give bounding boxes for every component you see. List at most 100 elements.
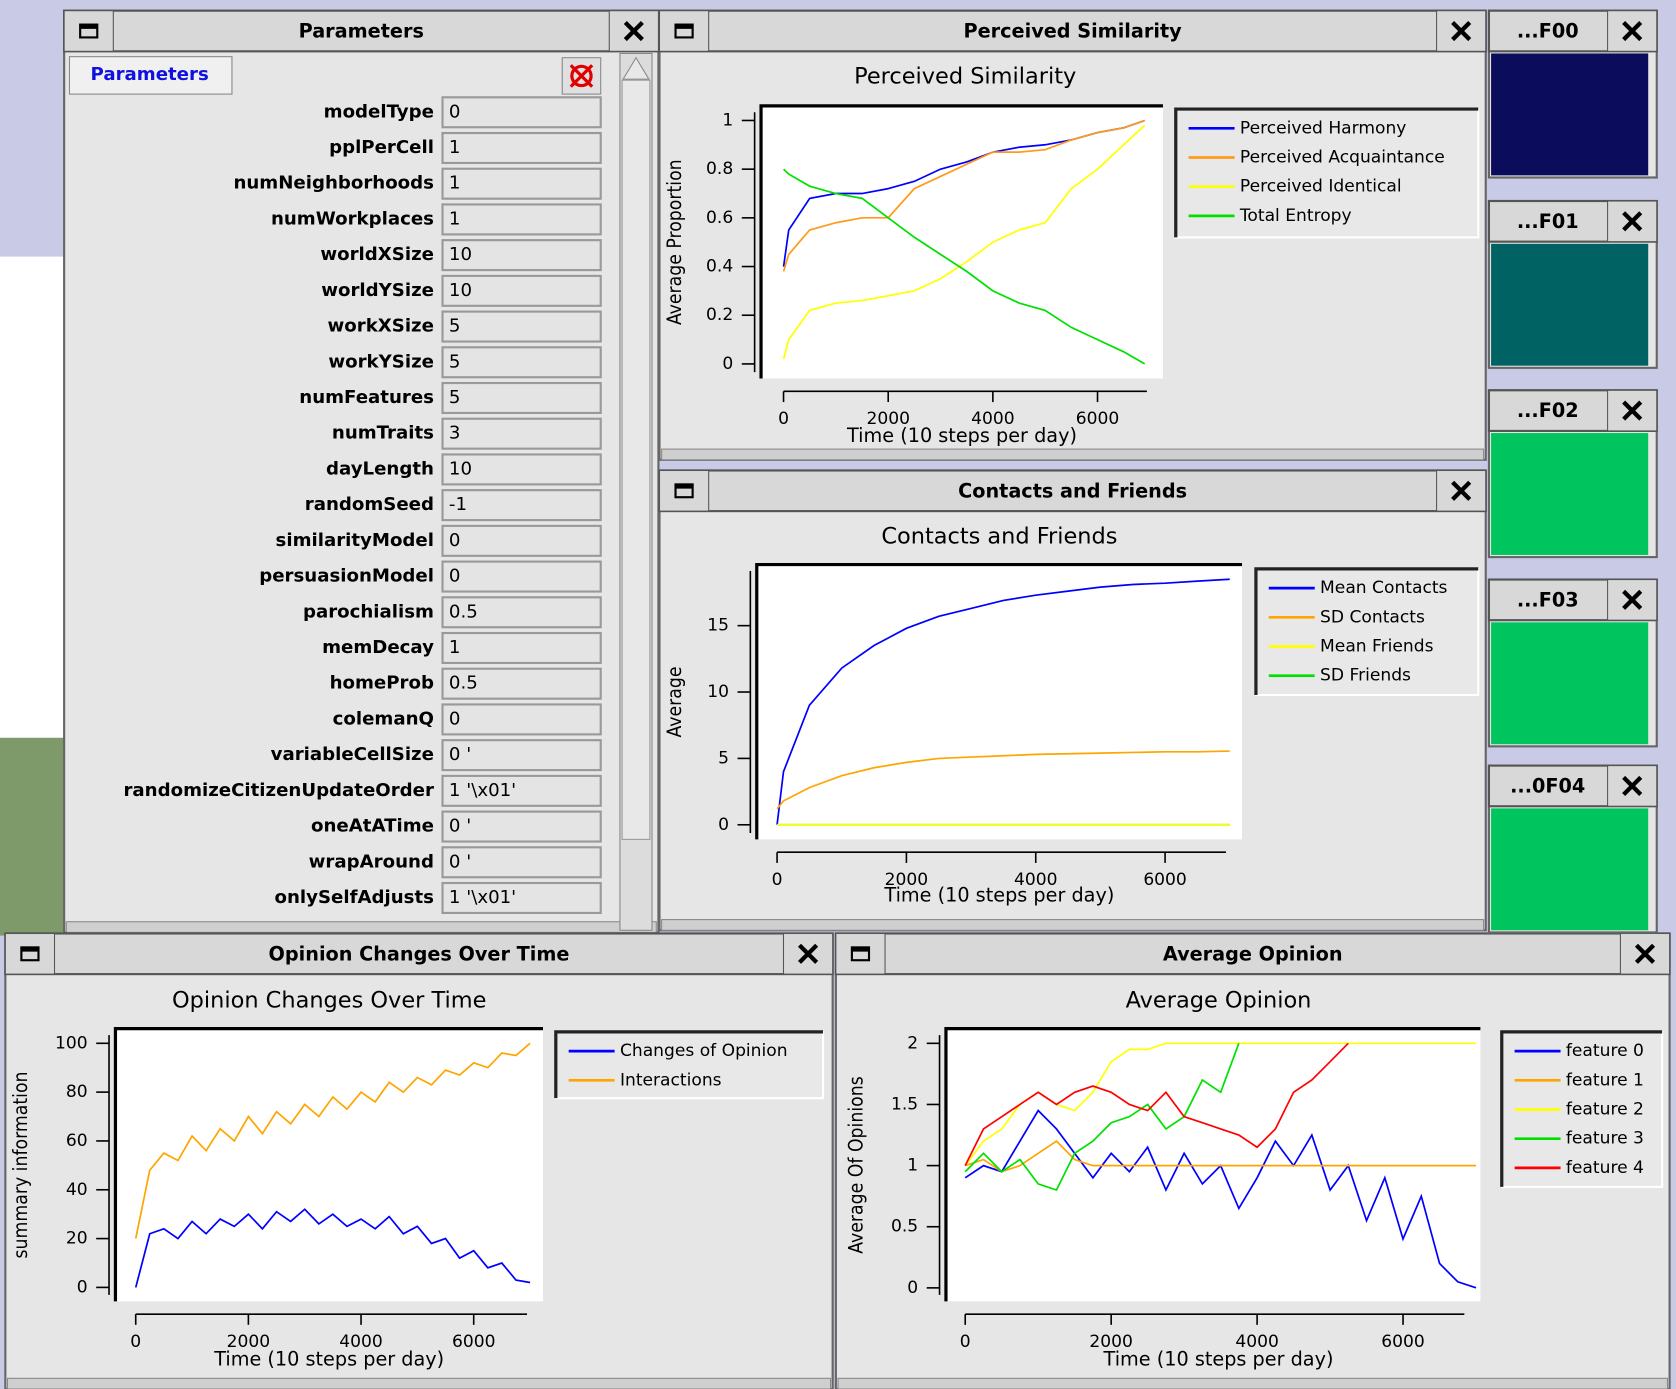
desktop-background	[0, 257, 64, 738]
window-title: ...F01	[1517, 210, 1579, 233]
parameter-value: 1	[449, 173, 461, 194]
color-swatch	[1491, 622, 1648, 744]
y-tick-label: 60	[66, 1131, 88, 1151]
tab-label: Parameters	[91, 64, 209, 85]
chart-title: Perceived Similarity	[854, 63, 1076, 89]
y-axis-label: summary information	[9, 1071, 32, 1258]
parameter-input[interactable]	[443, 633, 601, 663]
parameter-name: numWorkplaces	[271, 208, 434, 229]
x-tick-label: 6000	[452, 1332, 496, 1352]
legend-label: SD Friends	[1320, 666, 1411, 686]
legend-label: Perceived Identical	[1240, 177, 1402, 197]
y-tick-label: 0.6	[706, 208, 733, 228]
desktop-background	[0, 738, 64, 936]
color-swatch	[1491, 53, 1648, 175]
parameter-name: onlySelfAdjusts	[275, 887, 434, 908]
legend-label: SD Contacts	[1320, 607, 1425, 627]
parameter-input[interactable]	[443, 204, 601, 234]
parameter-value: 1	[449, 637, 461, 658]
scrollbar	[662, 920, 1484, 931]
parameter-input[interactable]	[443, 526, 601, 556]
parameter-name: homeProb	[330, 673, 434, 694]
parameter-name: memDecay	[322, 637, 434, 658]
parameter-name: dayLength	[326, 458, 434, 479]
scrollbar	[838, 1378, 1667, 1389]
parameter-value: 0 '	[449, 851, 471, 872]
y-tick-label: 20	[66, 1229, 88, 1249]
parameter-input[interactable]	[443, 704, 601, 734]
plot-area	[757, 565, 1242, 840]
legend-label: Mean Contacts	[1320, 578, 1447, 598]
scrollbar-thumb[interactable]	[622, 80, 650, 839]
minimize-button[interactable]	[5, 933, 54, 974]
window-title: ...F03	[1517, 588, 1579, 611]
parameter-name: parochialism	[303, 601, 434, 622]
page: Parameters Perceived Similarity Contacts a…	[0, 0, 1676, 1389]
x-axis-label: Time (10 steps per day)	[883, 884, 1114, 907]
legend-label: Total Entropy	[1239, 206, 1352, 226]
window-title: Perceived Similarity	[964, 20, 1183, 43]
parameter-value: 1 '\x01'	[449, 887, 516, 908]
window-title: Average Opinion	[1163, 942, 1343, 965]
parameter-name: modelType	[324, 101, 434, 122]
parameter-value: 1	[449, 208, 461, 229]
parameter-name: numNeighborhoods	[233, 173, 433, 194]
color-swatch	[1491, 244, 1648, 366]
parameter-input[interactable]	[443, 419, 601, 449]
parameter-value: 5	[449, 351, 461, 372]
parameter-input[interactable]	[443, 169, 601, 199]
y-tick-label: 0.5	[891, 1217, 918, 1237]
x-tick-label: 0	[778, 409, 789, 429]
parameter-value: -1	[449, 494, 467, 515]
parameter-value: 1 '\x01'	[449, 780, 516, 801]
x-axis-label: Time (10 steps per day)	[1103, 1348, 1334, 1371]
parameter-name: randomizeCitizenUpdateOrder	[123, 780, 434, 801]
x-axis-label: Time (10 steps per day)	[213, 1348, 444, 1371]
y-tick-label: 40	[66, 1180, 88, 1200]
minimize-button[interactable]	[836, 933, 885, 974]
parameter-name: oneAtATime	[311, 816, 434, 837]
chart-title: Opinion Changes Over Time	[172, 987, 486, 1013]
parameter-name: pplPerCell	[329, 137, 434, 158]
parameter-input[interactable]	[443, 347, 601, 377]
parameter-name: worldYSize	[321, 280, 434, 301]
parameter-name: numTraits	[332, 423, 434, 444]
scrollbar	[66, 922, 656, 933]
y-tick-label: 0	[907, 1278, 918, 1298]
parameter-input[interactable]	[443, 97, 601, 127]
parameter-name: workXSize	[328, 316, 434, 337]
minimize-button[interactable]	[659, 11, 708, 52]
parameter-name: workYSize	[328, 351, 434, 372]
legend-label: feature 4	[1566, 1158, 1644, 1178]
scrollbar	[7, 1378, 830, 1389]
y-axis-label: Average Proportion	[663, 159, 686, 325]
window-title: Contacts and Friends	[958, 479, 1187, 502]
plot-area	[761, 106, 1163, 379]
parameter-value: 1	[449, 137, 461, 158]
scrollbar	[662, 449, 1484, 460]
parameter-value: 10	[449, 280, 472, 301]
parameter-name: colemanQ	[333, 708, 434, 729]
parameter-value: 10	[449, 244, 472, 265]
parameter-name: numFeatures	[299, 387, 434, 408]
parameter-input[interactable]	[443, 562, 601, 592]
minimize-button[interactable]	[64, 11, 113, 52]
y-tick-label: 1.5	[891, 1094, 918, 1114]
parameter-value: 0	[449, 708, 461, 729]
legend-label: feature 2	[1566, 1099, 1644, 1119]
parameter-input[interactable]	[443, 312, 601, 342]
parameter-name: randomSeed	[305, 494, 434, 515]
window-title: ...F00	[1517, 20, 1579, 43]
parameter-input[interactable]	[443, 383, 601, 413]
minimize-button[interactable]	[659, 470, 708, 511]
y-tick-label: 0	[77, 1277, 88, 1297]
y-tick-label: 100	[55, 1033, 88, 1053]
window-title: ...0F04	[1510, 774, 1585, 797]
parameter-input[interactable]	[443, 133, 601, 163]
parameter-name: wrapAround	[309, 851, 434, 872]
x-tick-label: 0	[960, 1332, 971, 1352]
y-tick-label: 1	[722, 110, 733, 130]
x-tick-label: 6000	[1076, 409, 1120, 429]
parameter-name: similarityModel	[276, 530, 434, 551]
y-tick-label: 1	[907, 1156, 918, 1176]
